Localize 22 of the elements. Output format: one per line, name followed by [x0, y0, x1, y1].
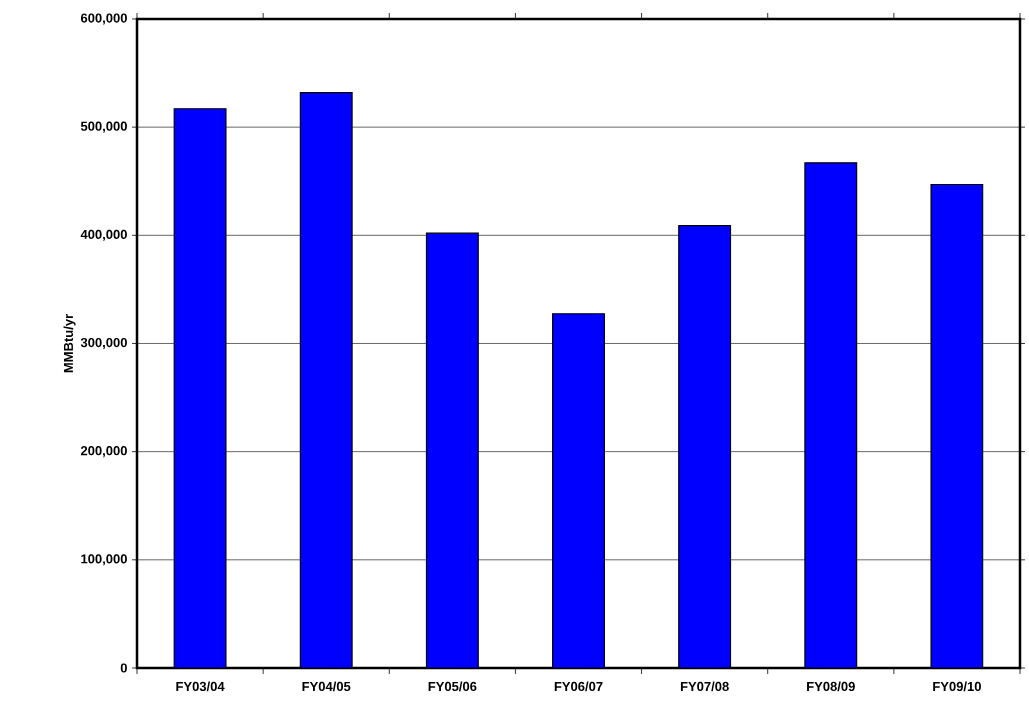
x-tick-label: FY04/05 [302, 681, 351, 692]
y-tick-label: 100,000 [81, 554, 127, 566]
bar [930, 183, 984, 668]
bar [678, 224, 732, 668]
y-tick-label: 0 [120, 663, 127, 673]
y-tick-label: 500,000 [80, 121, 127, 133]
x-tick-label: FY09/10 [933, 681, 981, 692]
y-axis-title: MMBtu/yr [63, 314, 76, 373]
bar [299, 91, 353, 668]
x-tick-label: FY08/09 [807, 681, 855, 692]
bar [173, 108, 227, 668]
y-tick-label: 200,000 [80, 446, 127, 458]
x-tick-label: FY07/08 [680, 681, 729, 692]
y-tick-label: 400,000 [80, 229, 127, 241]
y-tick-label: 600,000 [80, 13, 127, 25]
bar [552, 313, 605, 668]
x-tick-label: FY05/06 [428, 681, 477, 692]
bar [804, 162, 858, 668]
bar [425, 232, 479, 668]
x-tick-label: FY03/04 [176, 681, 225, 692]
x-tick-label: FY06/07 [554, 681, 603, 692]
y-tick-label: 300,000 [80, 337, 127, 350]
